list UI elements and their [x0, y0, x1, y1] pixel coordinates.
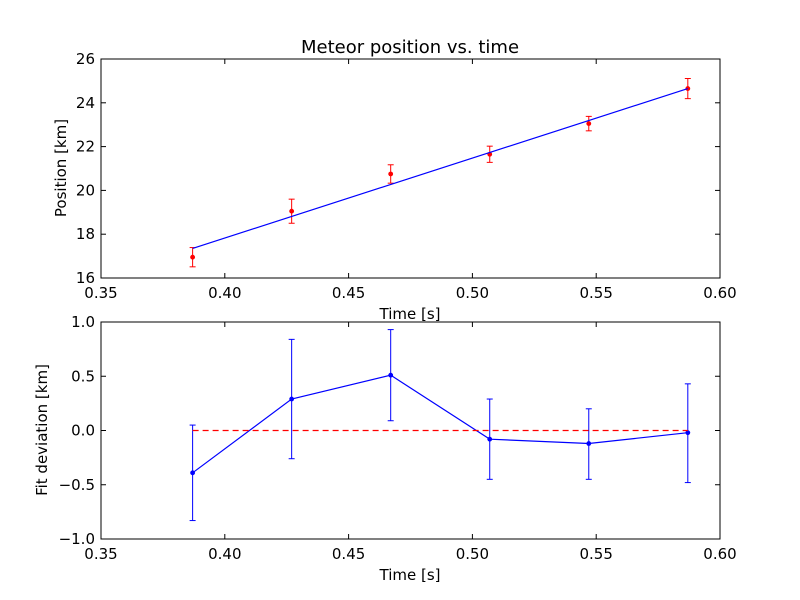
y-tick-label: 22 [76, 138, 95, 156]
y-tick-label: 18 [76, 225, 95, 243]
x-tick-label: 0.40 [208, 284, 241, 302]
x-tick-label: 0.50 [456, 284, 489, 302]
data-point [289, 396, 295, 402]
y-tick-label: 1.0 [71, 313, 95, 331]
x-tick-label: 0.35 [84, 284, 117, 302]
data-point [586, 441, 592, 446]
data-point [190, 470, 196, 476]
data-point [289, 208, 295, 214]
x-tick-label: 0.50 [456, 545, 489, 563]
x-axis-label: Time [s] [379, 305, 441, 323]
x-tick-label: 0.45 [332, 284, 365, 302]
y-tick-label: 20 [76, 181, 95, 199]
data-point [388, 171, 394, 177]
y-tick-label: 26 [76, 50, 95, 68]
y-tick-label: 16 [76, 269, 95, 287]
x-tick-label: 0.40 [208, 545, 241, 563]
position-chart: Meteor position vs. time 0.35 0.40 0.45 0.5… [52, 37, 737, 323]
x-tick-label: 0.55 [579, 284, 612, 302]
x-tick-label: 0.45 [332, 545, 365, 563]
data-point [487, 436, 493, 442]
plot-area-frame [100, 58, 721, 279]
x-tick-label: 0.60 [703, 284, 736, 302]
x-tick-label: 0.35 [84, 545, 117, 563]
deviation-line [192, 374, 688, 474]
deviation-chart: 0.35 0.40 0.45 0.50 0.55 0.60 −1.0 −0.5 0.0 0.5 1.… [33, 313, 737, 584]
chart-title: Meteor position vs. time [301, 37, 519, 58]
y-tick-label: −0.5 [59, 476, 95, 494]
y-tick-label: −1.0 [59, 530, 95, 548]
fit-line [192, 87, 688, 250]
y-tick-label: 24 [76, 94, 95, 112]
x-axis-label: Time [s] [379, 566, 441, 584]
data-point [388, 372, 394, 378]
y-tick-label: 0.5 [71, 367, 95, 385]
y-axis-label: Fit deviation [km] [33, 364, 51, 496]
x-tick-label: 0.60 [703, 545, 736, 563]
data-point [586, 121, 592, 127]
data-point [685, 430, 691, 436]
y-tick-label: 0.0 [71, 422, 95, 440]
x-tick-label: 0.55 [579, 545, 612, 563]
y-axis-label: Position [km] [52, 119, 70, 217]
data-point [190, 254, 196, 260]
